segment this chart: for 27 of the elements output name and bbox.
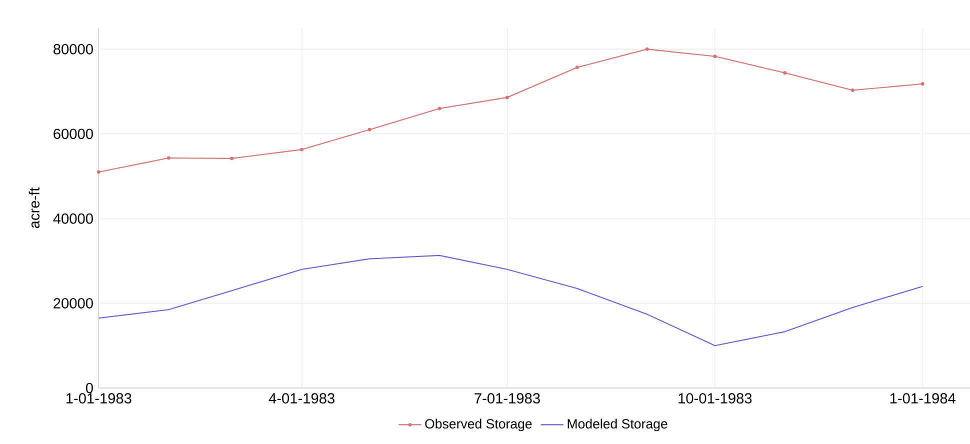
legend-label: Observed Storage bbox=[425, 418, 532, 432]
x-tick-label: 1-01-1984 bbox=[890, 393, 956, 404]
y-tick-label: 40000 bbox=[53, 213, 93, 224]
x-tick-label: 7-01-1983 bbox=[474, 393, 540, 404]
point bbox=[920, 82, 924, 86]
y-tick-label: 20000 bbox=[54, 298, 93, 308]
point bbox=[645, 47, 649, 51]
y-tick-label: 80000 bbox=[54, 44, 93, 54]
point bbox=[368, 128, 372, 132]
point bbox=[506, 96, 509, 100]
legend-label: Modeled Storage bbox=[568, 418, 668, 432]
x-tick-label: 10-01-1983 bbox=[678, 393, 752, 404]
y-tick-label: 0 bbox=[86, 382, 93, 394]
point bbox=[850, 88, 854, 92]
y-tick-label: 60000 bbox=[54, 128, 93, 140]
point bbox=[713, 54, 717, 58]
point bbox=[783, 71, 787, 75]
line-series bbox=[98, 254, 924, 346]
point bbox=[230, 156, 234, 160]
point bbox=[438, 106, 442, 110]
y-axis-title: acre-ft bbox=[28, 187, 40, 228]
x-tick-label: 1-01-1983 bbox=[66, 393, 132, 404]
x-tick-label: 4-01-1983 bbox=[268, 393, 334, 404]
point bbox=[166, 156, 170, 160]
point bbox=[300, 148, 304, 152]
point bbox=[96, 170, 100, 174]
point bbox=[576, 66, 579, 70]
